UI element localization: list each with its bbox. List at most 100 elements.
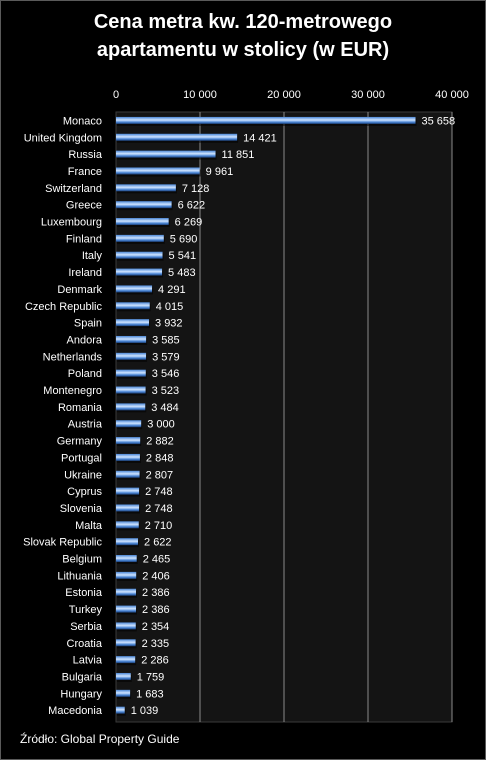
bar	[116, 150, 216, 158]
category-label: Ukraine	[64, 469, 102, 481]
bar	[116, 234, 164, 242]
category-label: Czech Republic	[25, 301, 103, 313]
category-label: Finland	[66, 233, 102, 245]
category-label: Spain	[74, 318, 102, 330]
value-label: 5 690	[170, 233, 198, 245]
bar	[116, 319, 150, 327]
bar	[116, 335, 147, 343]
value-label: 2 465	[143, 554, 171, 566]
value-label: 1 683	[136, 688, 164, 700]
bar	[116, 167, 200, 175]
x-tick-label: 20 000	[267, 89, 301, 101]
bar	[116, 369, 146, 377]
chart-title-line-2: apartamentu w stolicy (w EUR)	[96, 39, 390, 61]
value-label: 2 622	[144, 537, 172, 549]
category-label: Latvia	[73, 655, 103, 667]
bar	[116, 538, 139, 546]
bar	[116, 133, 238, 141]
value-label: 2 848	[146, 452, 174, 464]
value-label: 3 932	[155, 318, 183, 330]
value-label: 2 748	[145, 503, 173, 515]
value-label: 5 541	[169, 250, 197, 262]
category-label: Bulgaria	[62, 671, 103, 683]
category-label: Andora	[67, 334, 103, 346]
x-tick-label: 40 000	[435, 89, 469, 101]
bar	[116, 285, 153, 293]
value-label: 1 039	[131, 705, 159, 717]
value-label: 35 658	[422, 115, 456, 127]
bar	[116, 504, 140, 512]
bar	[116, 622, 136, 630]
value-label: 2 406	[142, 570, 170, 582]
bar	[116, 555, 137, 563]
value-label: 6 622	[178, 200, 206, 212]
category-label: Estonia	[65, 587, 103, 599]
category-label: Monaco	[63, 115, 102, 127]
category-label: Turkey	[69, 604, 103, 616]
category-label: Croatia	[67, 638, 103, 650]
category-label: Austria	[68, 419, 103, 431]
bar	[116, 403, 146, 411]
bar	[116, 521, 139, 529]
bar	[116, 470, 140, 478]
value-label: 2 386	[142, 587, 170, 599]
bar	[116, 420, 142, 428]
value-label: 2 354	[142, 621, 170, 633]
value-label: 5 483	[168, 267, 196, 279]
bar	[116, 268, 163, 276]
category-label: Germany	[57, 436, 103, 448]
category-label: Hungary	[60, 688, 102, 700]
bar	[116, 302, 150, 310]
value-label: 2 386	[142, 604, 170, 616]
category-label: Portugal	[61, 452, 102, 464]
bar	[116, 352, 147, 360]
value-label: 2 286	[141, 655, 169, 667]
category-label: Switzerland	[45, 183, 102, 195]
category-label: France	[68, 166, 102, 178]
bar	[116, 588, 137, 596]
value-label: 11 851	[222, 149, 255, 161]
bar	[116, 656, 136, 664]
bar	[116, 605, 137, 613]
value-label: 3 585	[152, 334, 180, 346]
value-label: 6 269	[175, 217, 203, 229]
x-tick-label: 0	[113, 89, 119, 101]
category-label: Slovak Republic	[23, 537, 102, 549]
bar	[116, 201, 172, 209]
bar	[116, 672, 131, 680]
bar	[116, 251, 163, 259]
bar	[116, 218, 169, 226]
category-label: Macedonia	[48, 705, 103, 717]
x-tick-label: 30 000	[351, 89, 385, 101]
category-label: Poland	[68, 368, 102, 380]
bar	[116, 639, 136, 647]
category-label: Cyprus	[67, 486, 102, 498]
category-label: Denmark	[57, 284, 102, 296]
value-label: 9 961	[206, 166, 234, 178]
category-label: Montenegro	[43, 385, 102, 397]
value-label: 3 579	[152, 351, 180, 363]
value-label: 2 748	[145, 486, 173, 498]
bar	[116, 184, 176, 192]
value-label: 3 546	[152, 368, 180, 380]
chart-title-line-1: Cena metra kw. 120-metrowego	[93, 11, 393, 33]
value-label: 4 291	[158, 284, 186, 296]
category-label: Italy	[82, 250, 103, 262]
value-label: 7 128	[182, 183, 210, 195]
bar	[116, 706, 125, 714]
category-label: United Kingdom	[24, 132, 102, 144]
bar	[116, 453, 140, 461]
category-label: Ireland	[68, 267, 102, 279]
bar	[116, 386, 146, 394]
value-label: 3 523	[152, 385, 180, 397]
category-label: Luxembourg	[41, 217, 102, 229]
bar	[116, 437, 141, 445]
category-label: Belgium	[62, 554, 102, 566]
category-label: Slovenia	[60, 503, 103, 515]
bar	[116, 689, 131, 697]
x-tick-label: 10 000	[183, 89, 217, 101]
category-label: Greece	[66, 200, 102, 212]
value-label: 3 000	[147, 419, 175, 431]
value-label: 3 484	[151, 402, 179, 414]
category-label: Malta	[75, 520, 103, 532]
